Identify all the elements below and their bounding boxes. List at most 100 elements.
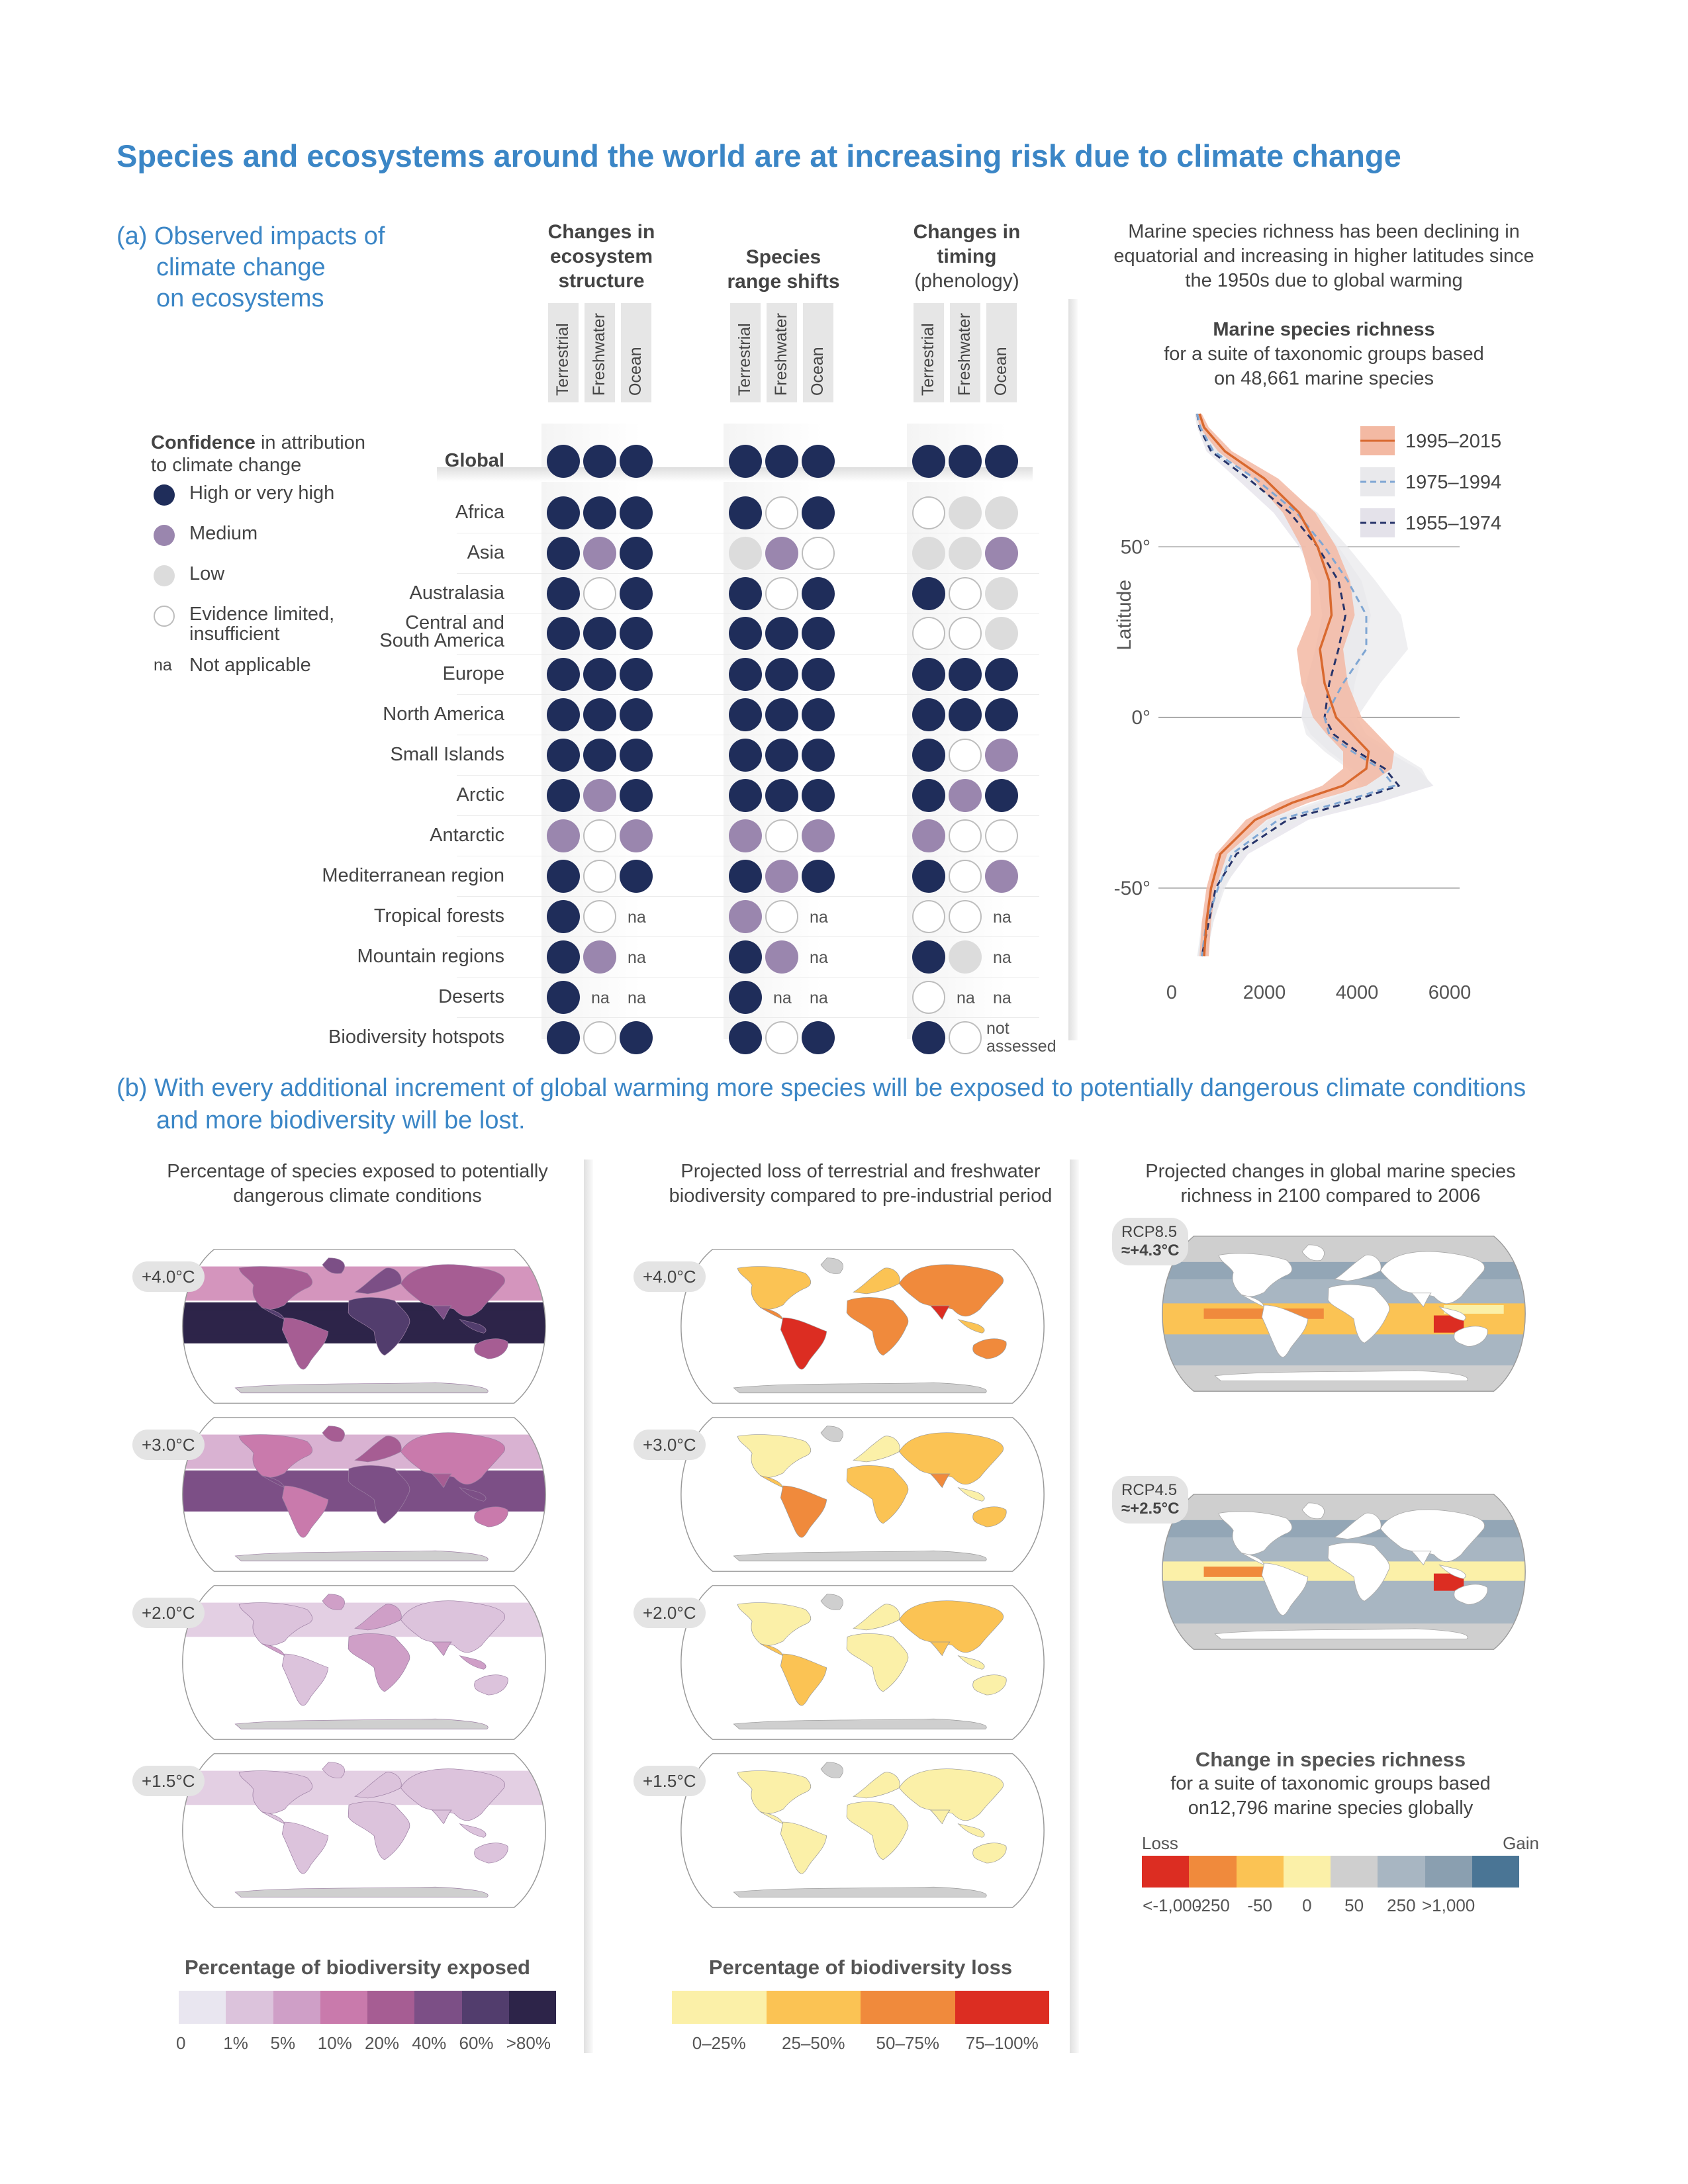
cell-mountain-regions-1-freshwater [765,940,798,974]
cell-biodiversity-hotspots-1-ocean [802,1021,835,1054]
subcol-band-terrestrial [548,303,579,402]
colorbar-tick: 20% [365,2033,400,2053]
cell-mountain-regions-2-terrestrial [912,940,945,974]
cell-australasia-0-freshwater [583,577,616,610]
colorbar-tick: <-1,000 [1143,1895,1202,1915]
exposed-colorbar-title: Percentage of biodiversity exposed [184,1956,530,1979]
colorbar-gain-label: Gain [1503,1833,1539,1853]
colorbar-tick: 10% [317,2033,352,2053]
legend-label-1995-2015: 1995–2015 [1405,431,1501,452]
row-label-small-islands: Small Islands [390,744,504,765]
exposed-caption: Percentage of species exposed to potenti… [167,1161,548,1206]
cell-antarctic-2-terrestrial [912,819,945,852]
colorbar-loss-label: Loss [1142,1833,1178,1853]
cell-europe-1-terrestrial [729,658,762,691]
cell-asia-1-freshwater [765,537,798,570]
subcol-label-ocean: Ocean [808,347,827,396]
legend-label-low: Low [189,563,225,584]
cell-asia-1-ocean [802,537,835,570]
chart-title: Marine species richness [1213,319,1435,340]
cell-central-and-south-america-1-ocean [802,617,835,650]
loss-colorbar: 0–25% 25–50% 50–75% 75–100% [672,1991,1049,2053]
subcol-label-freshwater: Freshwater [772,312,790,396]
exposure-map [182,1417,546,1572]
cell-arctic-0-terrestrial [547,779,580,812]
cell-tropical-forests-0-terrestrial [547,900,580,933]
cell-global-2-freshwater [949,445,982,478]
marine-map [1162,1494,1526,1650]
cell-small-islands-0-ocean [620,739,653,772]
subcol-label-terrestrial: Terrestrial [919,323,937,396]
cell-mountain-regions-1-ocean: na [810,948,828,967]
cell-central-and-south-america-0-ocean [620,617,653,650]
cell-antarctic-0-terrestrial [547,819,580,852]
colorbar-swatch [1472,1856,1519,1888]
cell-small-islands-1-freshwater [765,739,798,772]
exposure-map [182,1585,546,1740]
cell-europe-0-terrestrial [547,658,580,691]
cell-deserts-0-terrestrial [547,981,580,1014]
marine-map-stack: RCP8.5 ≈+4.3°C RCP4.5 ≈+2.5°C [1112,1218,1536,1747]
cell-small-islands-1-ocean [802,739,835,772]
cell-central-and-south-america-0-terrestrial [547,617,580,650]
legend-label-1955-1974: 1955–1974 [1405,513,1501,534]
cell-arctic-0-freshwater [583,779,616,812]
scenario-badge: RCP4.5 ≈+2.5°C [1112,1476,1189,1524]
cell-deserts-2-freshwater: na [957,989,975,1007]
y-axis-label: Latitude [1113,580,1135,651]
cell-africa-1-terrestrial [729,496,762,529]
cell-deserts-2-ocean: na [993,989,1011,1007]
cell-antarctic-1-ocean [802,819,835,852]
row-label-biodiversity-hotspots: Biodiversity hotspots [328,1026,504,1048]
cell-antarctic-0-ocean [620,819,653,852]
legend-label-high: High or very high [189,482,335,504]
cell-global-2-terrestrial [912,445,945,478]
row-separator [457,1017,1039,1018]
subcol-band-terrestrial [914,303,944,402]
colorbar-tick: 5% [270,2033,296,2053]
colorbar-swatch [1331,1856,1378,1888]
cell-arctic-0-ocean [620,779,653,812]
cell-asia-2-ocean [985,537,1018,570]
cell-europe-0-freshwater [583,658,616,691]
exposure-map [182,1753,546,1908]
section-a-heading: (a) Observed impacts of climate change o… [117,222,385,312]
warming-level-badge: +4.0°C [633,1261,706,1292]
cell-small-islands-0-terrestrial [547,739,580,772]
cell-biodiversity-hotspots-2-freshwater [949,1021,982,1054]
cell-global-0-terrestrial [547,445,580,478]
cell-north-america-1-ocean [802,698,835,731]
cell-australasia-1-ocean [802,577,835,610]
colorbar-swatch [1236,1856,1284,1888]
legend-label-limited: Evidence limited, insufficient [189,604,335,645]
warming-level-badge: +4.0°C [132,1261,205,1292]
row-label-mountain-regions: Mountain regions [357,946,504,967]
colorbar-tick: -50 [1247,1895,1272,1915]
cell-tropical-forests-2-ocean: na [993,908,1011,927]
colorbar-swatch [273,1991,320,2024]
cell-north-america-1-terrestrial [729,698,762,731]
colorbar-tick: 50 [1344,1895,1364,1915]
group-header-1: Species range shifts [727,246,840,293]
marine-map [1162,1236,1526,1392]
group-header-2: Changes in timing (phenology) [913,221,1021,292]
subcol-label-freshwater: Freshwater [590,312,608,396]
cell-australasia-1-freshwater [765,577,798,610]
cell-africa-2-terrestrial [912,496,945,529]
cell-global-0-ocean [620,445,653,478]
subcol-label-freshwater: Freshwater [955,312,974,396]
row-label-tropical-forests: Tropical forests [373,905,504,927]
cell-tropical-forests-0-freshwater [583,900,616,933]
cell-arctic-1-terrestrial [729,779,762,812]
colorbar-tick: 60% [459,2033,494,2053]
x-tick-label: 0 [1166,982,1177,1003]
divider-a [1068,299,1078,1040]
loss-map [680,1249,1045,1404]
cell-antarctic-2-ocean [985,819,1018,852]
row-label-antarctic: Antarctic [430,825,504,846]
row-separator [457,977,1039,978]
cell-deserts-1-freshwater: na [773,989,792,1007]
cell-deserts-2-terrestrial [912,981,945,1014]
cell-small-islands-2-freshwater [949,739,982,772]
legend-dot-low [154,565,175,586]
